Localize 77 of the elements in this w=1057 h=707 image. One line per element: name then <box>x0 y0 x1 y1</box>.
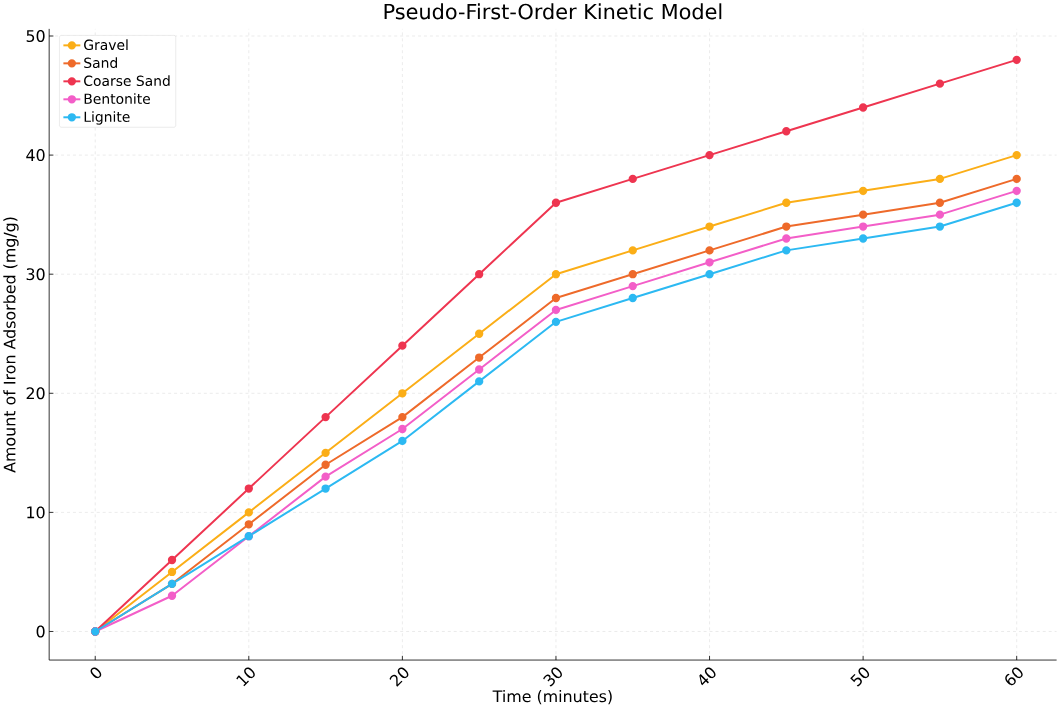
y-axis-title: Amount of Iron Adsorbed (mg/g) <box>3 217 19 473</box>
point <box>935 174 945 183</box>
point <box>244 484 253 493</box>
point <box>475 377 484 386</box>
point <box>1012 55 1021 64</box>
point <box>321 412 330 422</box>
point <box>705 150 714 160</box>
point <box>551 198 561 207</box>
point <box>628 269 637 279</box>
point <box>705 257 714 267</box>
point <box>551 317 561 326</box>
point <box>167 555 177 564</box>
point <box>551 305 561 314</box>
point <box>628 174 637 183</box>
point <box>475 353 484 362</box>
point <box>782 246 791 255</box>
point <box>1012 174 1021 183</box>
point <box>398 424 407 433</box>
point <box>551 269 561 279</box>
y-tick-label: 0 <box>36 625 45 638</box>
y-tick-label: 10 <box>27 506 45 519</box>
legend-label: Sand <box>84 57 117 68</box>
x-tick-label: 60 <box>1005 667 1023 685</box>
point <box>628 281 637 291</box>
point <box>782 222 791 231</box>
point <box>782 234 791 243</box>
x-tick-label: 0 <box>90 667 102 678</box>
legend-label: Bentonite <box>84 93 151 104</box>
x-tick-label: 50 <box>850 667 870 687</box>
point <box>935 79 945 88</box>
x-tick-label: 40 <box>699 667 716 685</box>
point <box>705 222 714 231</box>
y-tick-label: 40 <box>26 148 45 161</box>
point <box>705 269 714 279</box>
x-tick-label: 20 <box>389 667 409 687</box>
legend-label: Lignite <box>84 111 130 125</box>
point <box>858 103 868 112</box>
point <box>935 222 945 231</box>
point <box>475 329 484 338</box>
point <box>475 269 484 279</box>
point <box>398 388 407 398</box>
point <box>705 246 714 255</box>
point <box>1012 186 1021 195</box>
point <box>398 341 407 350</box>
y-tick-label: 30 <box>26 267 45 280</box>
point <box>782 198 791 207</box>
chart-title: Pseudo-First-Order Kinetic Model <box>384 3 722 20</box>
point <box>398 412 407 422</box>
point <box>858 210 868 219</box>
point <box>935 198 945 207</box>
point <box>167 591 177 600</box>
point <box>321 460 330 469</box>
point <box>321 484 330 493</box>
legend-label: Gravel <box>84 39 128 50</box>
point <box>1012 198 1021 207</box>
point <box>167 567 177 576</box>
point <box>1012 150 1021 160</box>
y-tick-label: 50 <box>26 29 45 42</box>
point <box>398 436 407 445</box>
point <box>858 234 868 243</box>
y-tick-label: 20 <box>26 387 45 400</box>
legend-label: Coarse Sand <box>84 75 170 86</box>
point <box>628 246 637 255</box>
point <box>321 472 330 481</box>
point <box>321 448 330 457</box>
point <box>244 519 253 529</box>
point <box>628 293 637 302</box>
point <box>858 222 868 231</box>
point <box>782 126 791 136</box>
point <box>858 186 868 195</box>
x-tick-label: 10 <box>236 667 255 686</box>
point <box>551 293 561 302</box>
x-tick-label: 30 <box>543 667 562 687</box>
x-axis-title: Time (minutes) <box>492 689 612 704</box>
point <box>244 508 253 517</box>
point <box>935 210 945 219</box>
point <box>475 365 484 374</box>
